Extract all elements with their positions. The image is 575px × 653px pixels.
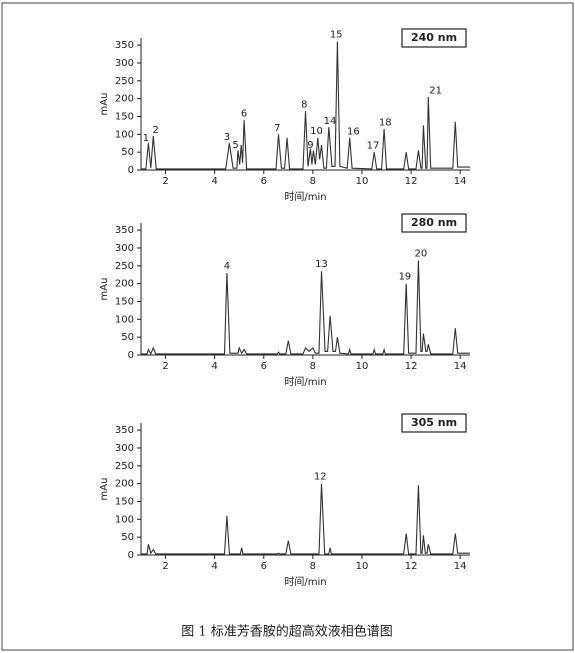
x-tick-label: 4: [211, 361, 217, 372]
x-tick-label: 6: [261, 561, 267, 572]
y-tick-label: 100: [115, 514, 134, 525]
x-tick-label: 14: [454, 361, 467, 372]
wavelength-label: 280 nm: [411, 216, 457, 229]
x-tick-label: 12: [405, 361, 418, 372]
peak-label: 9: [307, 140, 313, 151]
y-axis-label: mAu: [99, 93, 110, 116]
peak-label: 21: [429, 85, 442, 96]
x-tick-label: 10: [356, 561, 369, 572]
y-tick-label: 50: [121, 332, 134, 343]
y-tick-label: 350: [115, 425, 134, 436]
wavelength-box: [401, 213, 467, 233]
y-tick-label: 300: [115, 243, 134, 254]
y-tick-label: 300: [115, 58, 134, 69]
y-axis-label: mAu: [99, 478, 110, 501]
peak-label: 10: [310, 126, 323, 137]
x-tick-label: 10: [356, 176, 369, 187]
x-axis-label: 时间/min: [284, 190, 326, 203]
x-tick-label: 4: [211, 176, 217, 187]
y-tick-label: 0: [128, 350, 134, 361]
y-tick-label: 350: [115, 40, 134, 51]
x-tick-label: 6: [261, 361, 267, 372]
x-tick-label: 14: [454, 176, 467, 187]
chromatogram-line: [141, 483, 470, 555]
y-tick-label: 200: [115, 479, 134, 490]
y-tick-label: 100: [115, 129, 134, 140]
y-tick-label: 200: [115, 279, 134, 290]
peak-label: 15: [330, 29, 343, 40]
peak-label: 3: [224, 132, 230, 143]
y-tick-label: 50: [121, 532, 134, 543]
x-tick-label: 2: [162, 361, 168, 372]
y-axis-label: mAu: [99, 278, 110, 301]
wavelength-label: 240 nm: [411, 31, 457, 44]
peak-label: 8: [301, 100, 307, 111]
x-tick-label: 2: [162, 561, 168, 572]
y-tick-label: 150: [115, 111, 134, 122]
x-tick-label: 2: [162, 176, 168, 187]
caption: 图 1 标准芳香胺的超高效液相色谱图: [181, 624, 393, 640]
x-tick-label: 14: [454, 561, 467, 572]
peak-label: 16: [347, 126, 360, 137]
y-tick-label: 250: [115, 76, 134, 87]
x-tick-label: 8: [310, 361, 316, 372]
x-tick-label: 10: [356, 361, 369, 372]
y-tick-label: 150: [115, 296, 134, 307]
y-tick-label: 0: [128, 165, 134, 176]
peak-label: 4: [224, 261, 230, 272]
peak-label: 18: [379, 118, 392, 129]
chromatogram-line: [141, 260, 470, 356]
peak-label: 5: [232, 140, 238, 151]
y-tick-label: 50: [121, 147, 134, 158]
wavelength-label: 305 nm: [411, 416, 457, 429]
y-tick-label: 0: [128, 550, 134, 561]
peak-label: 7: [274, 123, 280, 134]
y-tick-label: 300: [115, 443, 134, 454]
x-axis-label: 时间/min: [284, 375, 326, 388]
peak-label: 14: [324, 116, 337, 127]
peak-label: 1: [143, 133, 149, 144]
x-tick-label: 4: [211, 561, 217, 572]
y-tick-label: 200: [115, 94, 134, 105]
peak-label: 2: [153, 125, 159, 136]
chromatogram-line: [141, 41, 470, 170]
x-tick-label: 12: [405, 561, 418, 572]
y-tick-label: 250: [115, 461, 134, 472]
x-tick-label: 6: [261, 176, 267, 187]
peak-label: 12: [314, 472, 327, 483]
peak-label: 17: [367, 141, 380, 152]
x-tick-label: 12: [405, 176, 418, 187]
y-tick-label: 250: [115, 261, 134, 272]
wavelength-box: [401, 413, 467, 433]
x-tick-label: 8: [310, 561, 316, 572]
peak-label: 20: [415, 248, 428, 259]
x-tick-label: 8: [310, 176, 316, 187]
y-tick-label: 100: [115, 314, 134, 325]
x-axis-label: 时间/min: [284, 575, 326, 588]
peak-label: 13: [315, 259, 328, 270]
wavelength-box: [401, 28, 467, 48]
y-tick-label: 350: [115, 225, 134, 236]
y-tick-label: 150: [115, 496, 134, 507]
peak-label: 6: [241, 109, 247, 120]
peak-label: 19: [399, 272, 412, 283]
